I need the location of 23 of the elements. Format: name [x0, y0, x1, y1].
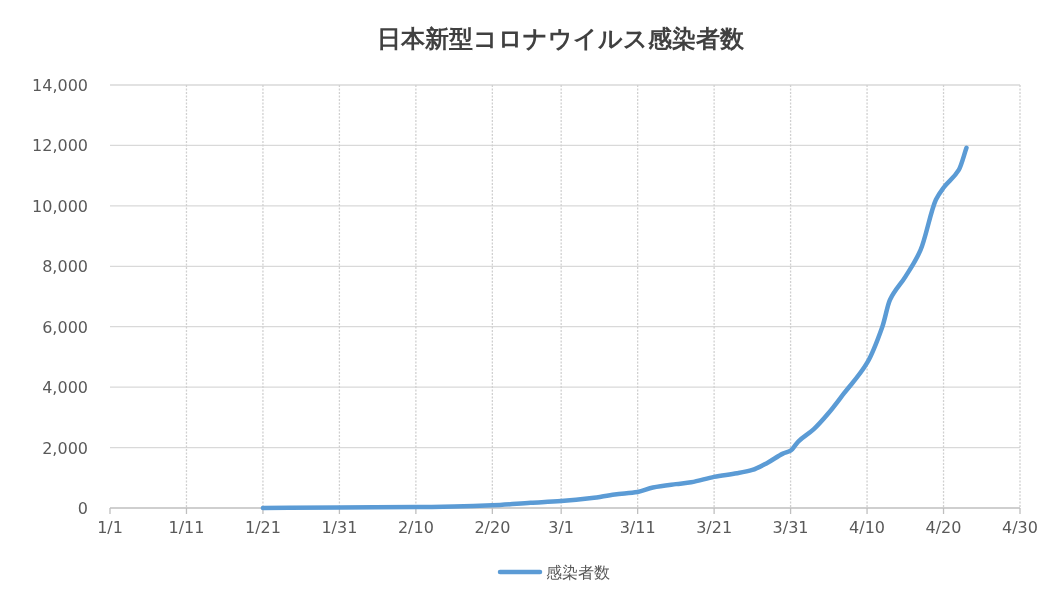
y-tick-label: 6,000 — [42, 317, 88, 337]
x-tick-label: 1/21 — [244, 518, 281, 537]
x-tick-label: 1/1 — [97, 518, 123, 537]
x-tick-label: 2/20 — [474, 518, 511, 537]
x-tick-label: 3/31 — [772, 518, 809, 537]
y-tick-label: 14,000 — [32, 76, 88, 95]
x-tick-label: 1/11 — [168, 518, 205, 537]
x-tick-label: 2/10 — [397, 518, 434, 537]
x-tick-label: 4/20 — [925, 518, 962, 537]
y-tick-label: 0 — [77, 499, 88, 518]
x-tick-label: 4/10 — [849, 518, 886, 537]
x-tick-label: 4/30 — [1002, 518, 1038, 537]
y-tick-label: 2,000 — [42, 438, 88, 458]
y-tick-label: 8,000 — [42, 257, 88, 277]
x-tick-label: 3/1 — [548, 518, 575, 537]
legend-label: 感染者数 — [546, 563, 610, 582]
y-tick-label: 4,000 — [42, 378, 88, 398]
y-tick-label: 12,000 — [32, 136, 88, 156]
x-tick-label: 1/31 — [321, 518, 358, 537]
chart-title: 日本新型コロナウイルス感染者数 — [376, 25, 745, 53]
y-tick-label: 10,000 — [32, 196, 88, 216]
x-tick-label: 3/21 — [696, 518, 733, 537]
x-tick-label: 3/11 — [619, 518, 656, 537]
